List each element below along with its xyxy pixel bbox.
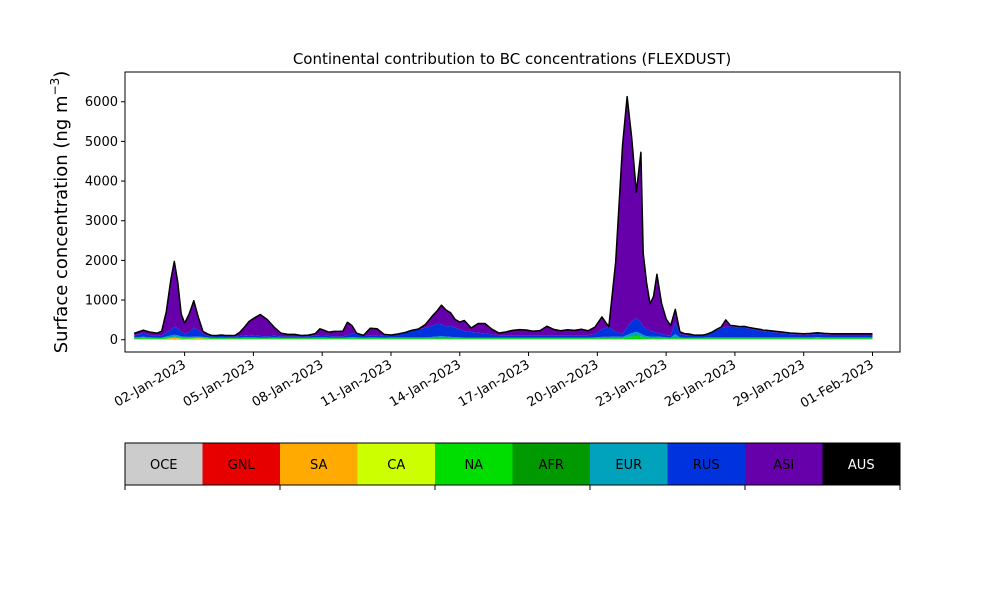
legend-label-sa: SA: [310, 458, 327, 473]
x-tick-label: 02-Jan-2023: [112, 357, 189, 410]
legend-swatch-gnl: [202, 443, 280, 485]
legend-swatch-na: [435, 443, 513, 485]
y-tick-label: 0: [110, 333, 118, 348]
x-tick-label: 11-Jan-2023: [318, 357, 395, 410]
plot-frame: [124, 71, 901, 353]
area-series-ca: [134, 337, 873, 340]
y-tick-label: 1000: [85, 294, 118, 309]
y-tick-label: 4000: [85, 175, 118, 190]
y-axis-label: Surface concentration (ng m−3): [48, 71, 72, 354]
area-series-afr: [134, 335, 873, 339]
x-tick-label: 17-Jan-2023: [456, 357, 533, 410]
legend-swatch-rus: [667, 443, 745, 485]
x-tick-label: 20-Jan-2023: [525, 357, 602, 410]
legend-label-oce: OCE: [150, 458, 178, 473]
y-tick-label: 3000: [85, 214, 118, 229]
legend-label-aus: AUS: [848, 458, 875, 473]
y-axis-label-close: ): [51, 71, 72, 78]
legend-frame: [124, 442, 901, 486]
x-axis: 02-Jan-202305-Jan-202308-Jan-202311-Jan-…: [112, 352, 876, 411]
legend-swatch-eur: [590, 443, 668, 485]
legend-swatch-aus: [822, 443, 900, 485]
area-series-eur: [134, 331, 873, 339]
stacked-areas: [133, 95, 873, 340]
x-tick-label: 05-Jan-2023: [181, 357, 258, 410]
x-tick-label: 08-Jan-2023: [250, 357, 327, 410]
area-series-asi: [134, 96, 873, 337]
y-tick-label: 5000: [85, 135, 118, 150]
legend-label-afr: AFR: [539, 458, 564, 473]
legend-label-na: NA: [464, 458, 483, 473]
legend-colorbar: OCE GNL SA CA NA AFR EUR RUS ASI AUS: [124, 442, 901, 490]
legend-label-rus: RUS: [693, 458, 720, 473]
x-tick-label: 14-Jan-2023: [387, 357, 464, 410]
legend-swatch-ca: [357, 443, 435, 485]
y-tick-label: 2000: [85, 254, 118, 269]
x-tick-label: 23-Jan-2023: [594, 357, 671, 410]
x-tick-label: 29-Jan-2023: [731, 357, 808, 410]
total-outline: [133, 95, 873, 337]
y-axis: 0 1000 2000 3000 4000 5000 6000: [85, 95, 125, 348]
legend-label-ca: CA: [387, 458, 405, 473]
legend-swatch-sa: [280, 443, 358, 485]
legend-label-asi: ASI: [773, 458, 794, 473]
legend-swatch-asi: [745, 443, 823, 485]
x-tick-label: 26-Jan-2023: [662, 357, 739, 410]
chart-title: Continental contribution to BC concentra…: [293, 50, 731, 68]
legend-swatch-afr: [512, 443, 590, 485]
legend-label-gnl: GNL: [228, 458, 256, 473]
legend-label-eur: EUR: [615, 458, 642, 473]
legend-swatch-oce: [125, 443, 203, 485]
area-series-sa: [134, 337, 873, 340]
area-series-rus: [134, 317, 873, 338]
x-tick-label: 01-Feb-2023: [798, 357, 877, 411]
y-tick-label: 6000: [85, 95, 118, 110]
y-axis-label-exponent: −3: [48, 78, 62, 96]
area-series-na: [134, 335, 873, 340]
y-axis-label-main: Surface concentration (ng m: [51, 95, 72, 353]
area-series-aus: [134, 96, 873, 336]
